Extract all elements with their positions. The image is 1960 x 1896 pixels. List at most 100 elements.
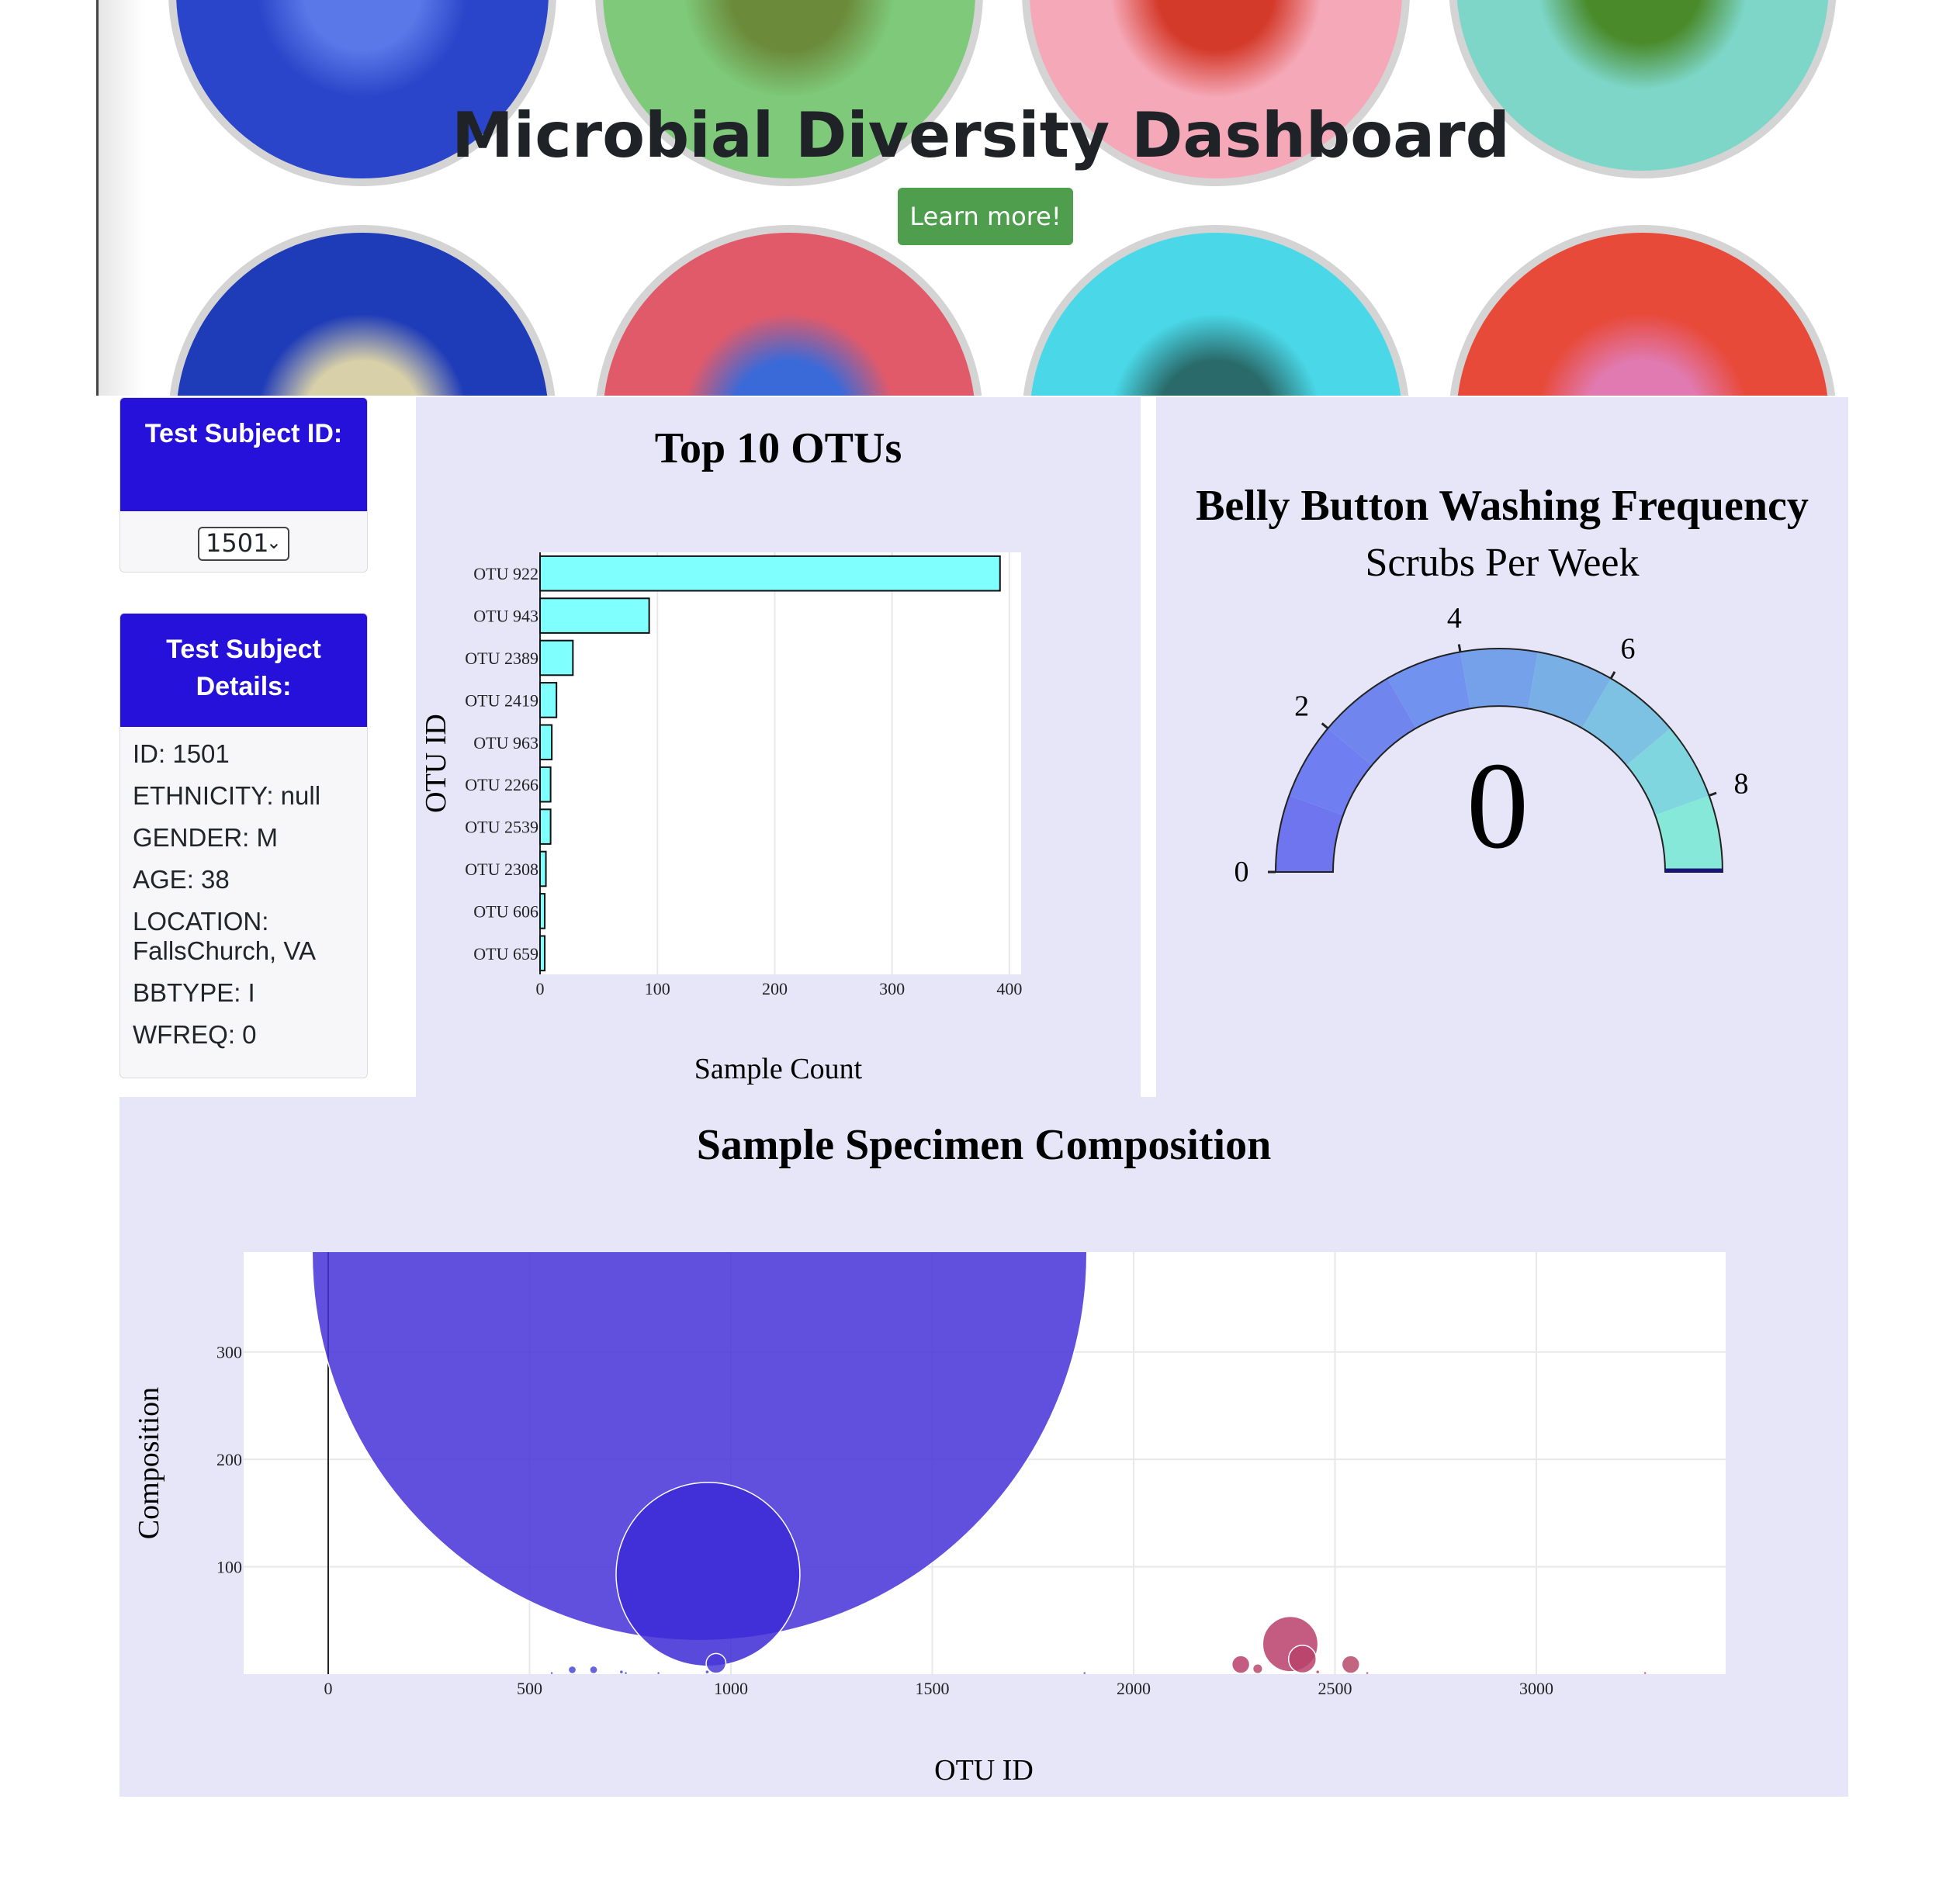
- bubble-point: [618, 1669, 625, 1674]
- bar: [539, 766, 552, 803]
- bubble-point: [1643, 1670, 1647, 1674]
- bar-x-tick-label: 0: [536, 979, 545, 998]
- gauge-tick: [1321, 722, 1329, 730]
- subject-details-card: Test Subject Details: ID: 1501 ETHNICITY:…: [119, 613, 368, 1078]
- bubble-point: [1252, 1662, 1264, 1674]
- learn-more-button[interactable]: Learn more!: [898, 188, 1073, 245]
- subject-detail-row: BBTYPE: I: [133, 978, 255, 1007]
- subject-detail-row: ETHNICITY: null: [133, 781, 321, 810]
- subject-details-header: Test Subject Details:: [120, 614, 367, 727]
- bar-category-label: OTU 943: [473, 607, 538, 626]
- bar: [539, 724, 553, 761]
- gauge-tick-label: 0: [1235, 856, 1249, 888]
- bar-category-label: OTU 2389: [465, 649, 538, 668]
- bubble-x-axis-title: OTU ID: [934, 1754, 1034, 1787]
- bubble-x-tick-label: 1000: [714, 1679, 748, 1698]
- bar-category-label: OTU 2308: [465, 860, 538, 879]
- subject-detail-row: WFREQ: 0: [133, 1020, 257, 1049]
- subject-details-list: ID: 1501 ETHNICITY: null GENDER: M AGE: 38 L…: [120, 727, 367, 1071]
- hero-shade: [99, 0, 145, 396]
- bar-category-label: OTU 606: [473, 901, 538, 921]
- gauge-subtitle: Scrubs Per Week: [1365, 541, 1639, 585]
- chevron-down-icon: ⌄: [265, 531, 282, 553]
- gauge-step: [1387, 652, 1470, 728]
- bubble-x-tick-label: 3000: [1519, 1679, 1553, 1698]
- bubble-x-tick-label: 500: [517, 1679, 542, 1698]
- bar: [539, 597, 650, 634]
- bubble-chart-title: Sample Specimen Composition: [697, 1121, 1272, 1169]
- bubble-point: [615, 1482, 801, 1667]
- subject-id-value: 1501: [206, 528, 269, 558]
- bar-category-label: OTU 2266: [465, 775, 538, 794]
- gauge-step: [1328, 678, 1416, 766]
- bar-x-tick-label: 200: [762, 979, 788, 998]
- bubble-point: [549, 1670, 554, 1674]
- gauge-step: [1655, 795, 1723, 872]
- bubble-point: [567, 1665, 577, 1674]
- bar-x-tick-label: 100: [645, 979, 670, 998]
- gauge-tick: [1709, 791, 1717, 797]
- gauge-step: [1460, 649, 1539, 709]
- bar-category-label: OTU 922: [473, 564, 538, 583]
- bar: [539, 808, 552, 845]
- petri-dish-image: [1022, 225, 1410, 396]
- bar-x-axis-title: Sample Count: [694, 1053, 863, 1085]
- gauge-title: Belly Button Washing Frequency: [1196, 482, 1809, 530]
- gauge-tick-label: 4: [1447, 602, 1462, 635]
- bubble-point: [1365, 1670, 1370, 1674]
- bubble-point: [623, 1670, 629, 1674]
- bubble-point: [1341, 1655, 1361, 1674]
- bar-category-label: OTU 2419: [465, 690, 538, 710]
- bubble-x-tick-label: 1500: [916, 1679, 950, 1698]
- subject-select-body: 1501 ⌄: [120, 511, 367, 570]
- bar-y-axis-title: OTU ID: [420, 714, 452, 813]
- bar: [539, 893, 546, 929]
- bar-x-tick-label: 400: [996, 979, 1022, 998]
- bubble-point: [1314, 1669, 1321, 1674]
- bar: [539, 935, 546, 972]
- gauge-tick-label: 6: [1621, 632, 1636, 665]
- gauge-tick-label: 8: [1733, 767, 1748, 800]
- gauge-step: [1528, 652, 1611, 728]
- petri-dish-image: [1449, 225, 1837, 396]
- petri-dish-image: [168, 225, 556, 396]
- bar: [539, 555, 1001, 592]
- bar-category-label: OTU 659: [473, 944, 538, 964]
- petri-dish-image: [595, 225, 983, 396]
- bar-chart-title: Top 10 OTUs: [655, 424, 902, 472]
- bubble-y-tick-label: 300: [216, 1343, 242, 1362]
- hero-banner: Microbial Diversity Dashboard Learn more…: [96, 0, 1863, 396]
- top-otus-bar-chart: Top 10 OTUs 0 100 200 300 400 OTU 922 OTU 943 OT…: [420, 424, 1022, 1085]
- bubble-point: [1082, 1670, 1087, 1674]
- bar: [539, 850, 547, 887]
- bar: [539, 639, 574, 676]
- bar: [539, 682, 558, 718]
- bubble-marks: [311, 1252, 1647, 1674]
- bar-category-label: OTU 963: [473, 733, 538, 753]
- gauge-chart-panel: [1156, 397, 1848, 1097]
- bubble-point: [1287, 1645, 1318, 1674]
- subject-detail-row: GENDER: M: [133, 823, 279, 852]
- sample-composition-bubble-chart: Sample Specimen Composition 0 500 1000 1500 2…: [133, 1121, 1726, 1787]
- gauge-tick-label: 2: [1294, 690, 1309, 723]
- bubble-x-tick-label: 2000: [1117, 1679, 1151, 1698]
- gauge-tick: [1609, 671, 1616, 680]
- gauge-value-readout: 0: [1467, 736, 1529, 874]
- subject-detail-row: ID: 1501: [133, 739, 230, 768]
- subject-select-header: Test Subject ID:: [120, 398, 367, 511]
- bubble-point: [656, 1670, 661, 1674]
- bubble-point: [589, 1665, 598, 1674]
- bubble-y-tick-label: 200: [216, 1450, 242, 1469]
- bubble-y-tick-label: 100: [216, 1558, 242, 1577]
- bar-x-tick-label: 300: [879, 979, 905, 998]
- gauge-step: [1626, 728, 1709, 815]
- bubble-x-tick-label: 2500: [1318, 1679, 1352, 1698]
- gauge-tick: [1457, 644, 1462, 652]
- subject-id-dropdown[interactable]: 1501 ⌄: [198, 527, 289, 561]
- bubble-point: [705, 1652, 727, 1674]
- bar-category-label: OTU 2539: [465, 818, 538, 837]
- bubble-x-tick-label: 0: [324, 1679, 332, 1698]
- subject-select-card: Test Subject ID: 1501 ⌄: [119, 397, 368, 573]
- bubble-point: [1231, 1655, 1251, 1674]
- subject-detail-row: LOCATION: FallsChurch, VA: [133, 907, 316, 965]
